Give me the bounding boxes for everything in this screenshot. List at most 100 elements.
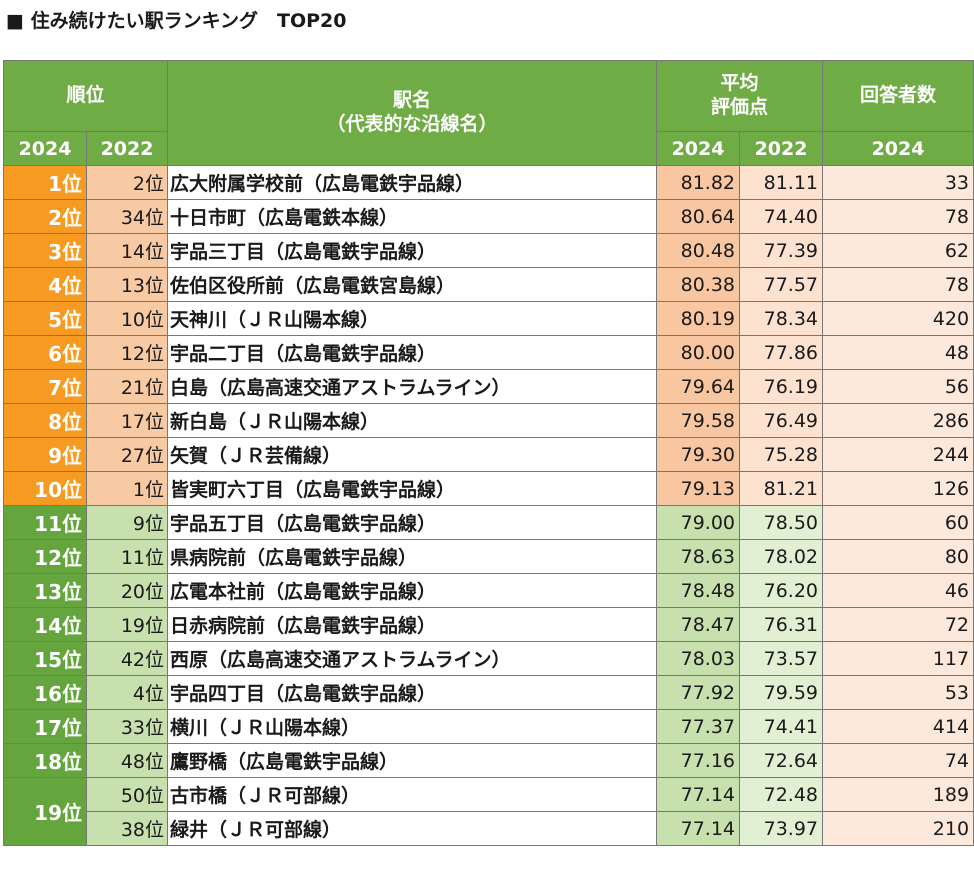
score-2024: 80.00	[656, 335, 741, 370]
respondents-count: 62	[822, 233, 974, 268]
rank-2022: 19位	[85, 607, 169, 642]
station-name: 鷹野橋（広島電鉄宇品線）	[167, 743, 658, 778]
score-2024: 77.14	[656, 777, 741, 812]
score-2024: 78.48	[656, 573, 741, 608]
table-row: 15位 42位 西原（広島高速交通アストラムライン） 78.03 73.57 1…	[3, 641, 974, 676]
score-2024: 77.92	[656, 675, 741, 710]
respondents-count: 420	[822, 301, 974, 336]
header-rank: 順位	[2, 60, 169, 132]
header-station-line1: 駅名	[393, 89, 432, 112]
ranking-table: 順位 駅名 （代表的な沿線名） 平均 評価点 回答者数 2024 2022 20…	[2, 60, 974, 846]
rank-2024: 4位	[3, 267, 87, 302]
station-name: 横川（ＪＲ山陽本線）	[167, 709, 658, 744]
score-2024: 81.82	[656, 165, 741, 200]
station-name: 白島（広島高速交通アストラムライン）	[167, 369, 658, 404]
score-2024: 80.64	[656, 199, 741, 234]
rank-2022: 21位	[85, 369, 169, 404]
station-name: 宇品三丁目（広島電鉄宇品線）	[167, 233, 658, 268]
table-row: 4位 13位 佐伯区役所前（広島電鉄宮島線） 80.38 77.57 78	[3, 267, 974, 302]
rank-2024: 3位	[3, 233, 87, 268]
rank-2024: 9位	[3, 437, 87, 472]
score-2024: 77.37	[656, 709, 741, 744]
table-row: 3位 14位 宇品三丁目（広島電鉄宇品線） 80.48 77.39 62	[3, 233, 974, 268]
station-name: 新白島（ＪＲ山陽本線）	[167, 403, 658, 438]
header-score-line1: 平均	[720, 72, 759, 95]
station-name: 矢賀（ＪＲ芸備線）	[167, 437, 658, 472]
score-2022: 72.64	[739, 743, 824, 778]
rank-2022: 4位	[85, 675, 169, 710]
score-2022: 77.57	[739, 267, 824, 302]
table-row: 17位 33位 横川（ＪＲ山陽本線） 77.37 74.41 414	[3, 709, 974, 744]
rank-2022: 2位	[85, 165, 169, 200]
score-2022: 74.40	[739, 199, 824, 234]
score-2024: 79.64	[656, 369, 741, 404]
score-2024: 77.14	[656, 811, 741, 846]
rank-2022: 11位	[85, 539, 169, 574]
rank-2024: 2位	[3, 199, 87, 234]
respondents-count: 78	[822, 199, 974, 234]
header-rank-2022: 2022	[85, 131, 169, 166]
table-row: 2位 34位 十日市町（広島電鉄本線） 80.64 74.40 78	[3, 199, 974, 234]
score-2022: 81.21	[739, 471, 824, 506]
score-2022: 73.57	[739, 641, 824, 676]
respondents-count: 33	[822, 165, 974, 200]
header-station-line2: （代表的な沿線名）	[326, 113, 498, 135]
rank-2024: 17位	[3, 709, 87, 744]
station-name: 皆実町六丁目（広島電鉄宇品線）	[167, 471, 658, 506]
station-name: 日赤病院前（広島電鉄宇品線）	[167, 607, 658, 642]
score-2024: 78.63	[656, 539, 741, 574]
score-2022: 74.41	[739, 709, 824, 744]
header-station: 駅名 （代表的な沿線名）	[167, 60, 658, 166]
respondents-count: 56	[822, 369, 974, 404]
respondents-count: 80	[822, 539, 974, 574]
rank-2022: 10位	[85, 301, 169, 336]
header-rank-2024: 2024	[3, 131, 87, 166]
score-2022: 73.97	[739, 811, 824, 846]
score-2022: 75.28	[739, 437, 824, 472]
respondents-count: 78	[822, 267, 974, 302]
header-score-line2: 評価点	[711, 96, 769, 118]
station-name: 宇品五丁目（広島電鉄宇品線）	[167, 505, 658, 540]
score-2022: 76.31	[739, 607, 824, 642]
score-2022: 79.59	[739, 675, 824, 710]
station-name: 県病院前（広島電鉄宇品線）	[167, 539, 658, 574]
score-2024: 80.19	[656, 301, 741, 336]
score-2024: 79.30	[656, 437, 741, 472]
rank-2024: 7位	[3, 369, 87, 404]
station-name: 緑井（ＪＲ可部線）	[167, 811, 658, 846]
respondents-count: 414	[822, 709, 974, 744]
table-row: 5位 10位 天神川（ＪＲ山陽本線） 80.19 78.34 420	[3, 301, 974, 336]
header-score: 平均 評価点	[656, 60, 824, 132]
respondents-count: 244	[822, 437, 974, 472]
rank-2022: 1位	[85, 471, 169, 506]
respondents-count: 126	[822, 471, 974, 506]
table-row: 14位 19位 日赤病院前（広島電鉄宇品線） 78.47 76.31 72	[3, 607, 974, 642]
table-row: 38位 緑井（ＪＲ可部線） 77.14 73.97 210	[4, 811, 974, 846]
score-2022: 78.34	[739, 301, 824, 336]
page-title: ■ 住み続けたい駅ランキング TOP20	[6, 10, 347, 32]
station-name: 西原（広島高速交通アストラムライン）	[167, 641, 658, 676]
score-2022: 76.19	[739, 369, 824, 404]
header-score-2022: 2022	[739, 131, 824, 166]
respondents-count: 74	[822, 743, 974, 778]
table-row: 18位 48位 鷹野橋（広島電鉄宇品線） 77.16 72.64 74	[3, 743, 974, 778]
rank-2024: 18位	[3, 743, 87, 778]
station-name: 広大附属学校前（広島電鉄宇品線）	[167, 165, 658, 200]
table-row: 12位 11位 県病院前（広島電鉄宇品線） 78.63 78.02 80	[3, 539, 974, 574]
respondents-count: 189	[822, 777, 974, 812]
respondents-count: 210	[822, 811, 974, 846]
rank-2024: 5位	[3, 301, 87, 336]
rank-2022: 12位	[85, 335, 169, 370]
respondents-count: 72	[822, 607, 974, 642]
score-2022: 72.48	[739, 777, 824, 812]
score-2022: 76.20	[739, 573, 824, 608]
table-row: 10位 1位 皆実町六丁目（広島電鉄宇品線） 79.13 81.21 126	[3, 471, 974, 506]
rank-2024: 16位	[3, 675, 87, 710]
header-respondents-2024: 2024	[822, 131, 974, 166]
score-2024: 78.47	[656, 607, 741, 642]
rank-2024: 13位	[3, 573, 87, 608]
score-2024: 77.16	[656, 743, 741, 778]
station-name: 宇品二丁目（広島電鉄宇品線）	[167, 335, 658, 370]
table-row: 1位 2位 広大附属学校前（広島電鉄宇品線） 81.82 81.11 33	[3, 165, 974, 200]
score-2024: 80.48	[656, 233, 741, 268]
